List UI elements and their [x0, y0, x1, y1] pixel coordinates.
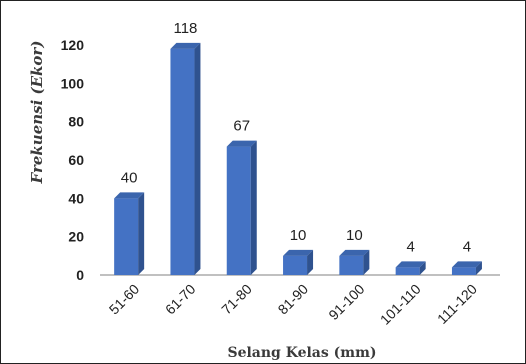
- data-labels: 40 118 67 10 10 4 4: [121, 20, 471, 255]
- y-tick-label: 40: [68, 190, 84, 206]
- x-tick-label: 61-70: [162, 281, 199, 318]
- bar-top: [226, 140, 257, 147]
- bar-side: [194, 42, 201, 276]
- y-tick-label: 0: [76, 267, 84, 283]
- bar-top: [339, 249, 370, 256]
- x-axis-label: Selang Kelas (mm): [227, 345, 376, 361]
- y-axis-ticks: 0 20 40 60 80 100 120: [61, 37, 85, 283]
- bar-front: [114, 198, 139, 275]
- x-tick-label: 81-90: [275, 281, 312, 318]
- y-axis-label: Frekuensi (Ekor): [28, 41, 46, 185]
- bar: [226, 140, 257, 275]
- x-tick-label: 101-110: [377, 281, 424, 328]
- bar-front: [395, 267, 420, 275]
- y-tick-label: 100: [61, 75, 85, 91]
- x-tick-label: 51-60: [106, 281, 143, 318]
- bar-top: [170, 42, 201, 49]
- bar-side: [307, 249, 314, 275]
- bar-front: [451, 267, 476, 275]
- y-tick-label: 120: [61, 37, 85, 53]
- data-label: 10: [346, 227, 363, 244]
- bar: [170, 42, 201, 276]
- bar-front: [283, 255, 308, 275]
- bar-front: [339, 255, 364, 275]
- x-axis-ticks: 51-60 61-70 71-80 81-90 91-100 101-110 111-120: [106, 281, 481, 328]
- bar: [395, 261, 426, 275]
- x-tick-label: 91-100: [325, 281, 367, 323]
- data-label: 40: [121, 169, 138, 186]
- bar-front: [226, 146, 251, 275]
- data-label: 4: [406, 238, 414, 255]
- bar-top: [283, 249, 314, 256]
- bar-side: [138, 192, 145, 275]
- bar-top: [395, 261, 426, 268]
- bar: [114, 192, 145, 275]
- bars: [114, 42, 482, 276]
- data-label: 67: [233, 118, 250, 135]
- x-tick-label: 71-80: [218, 281, 255, 318]
- x-tick-label: 111-120: [434, 281, 480, 327]
- bar-top: [114, 192, 145, 199]
- data-label: 118: [173, 20, 197, 37]
- bar: [451, 261, 482, 275]
- y-tick-label: 60: [68, 152, 84, 168]
- data-label: 10: [290, 227, 307, 244]
- y-tick-label: 20: [68, 229, 84, 245]
- bar-side: [250, 140, 257, 275]
- y-tick-label: 80: [68, 114, 84, 130]
- bar: [339, 249, 370, 275]
- data-label: 4: [463, 238, 471, 255]
- bar-front: [170, 48, 195, 276]
- bar-side: [475, 261, 482, 275]
- bar-side: [363, 249, 370, 275]
- bar-side: [419, 261, 426, 275]
- bar-top: [451, 261, 482, 268]
- bar: [283, 249, 314, 275]
